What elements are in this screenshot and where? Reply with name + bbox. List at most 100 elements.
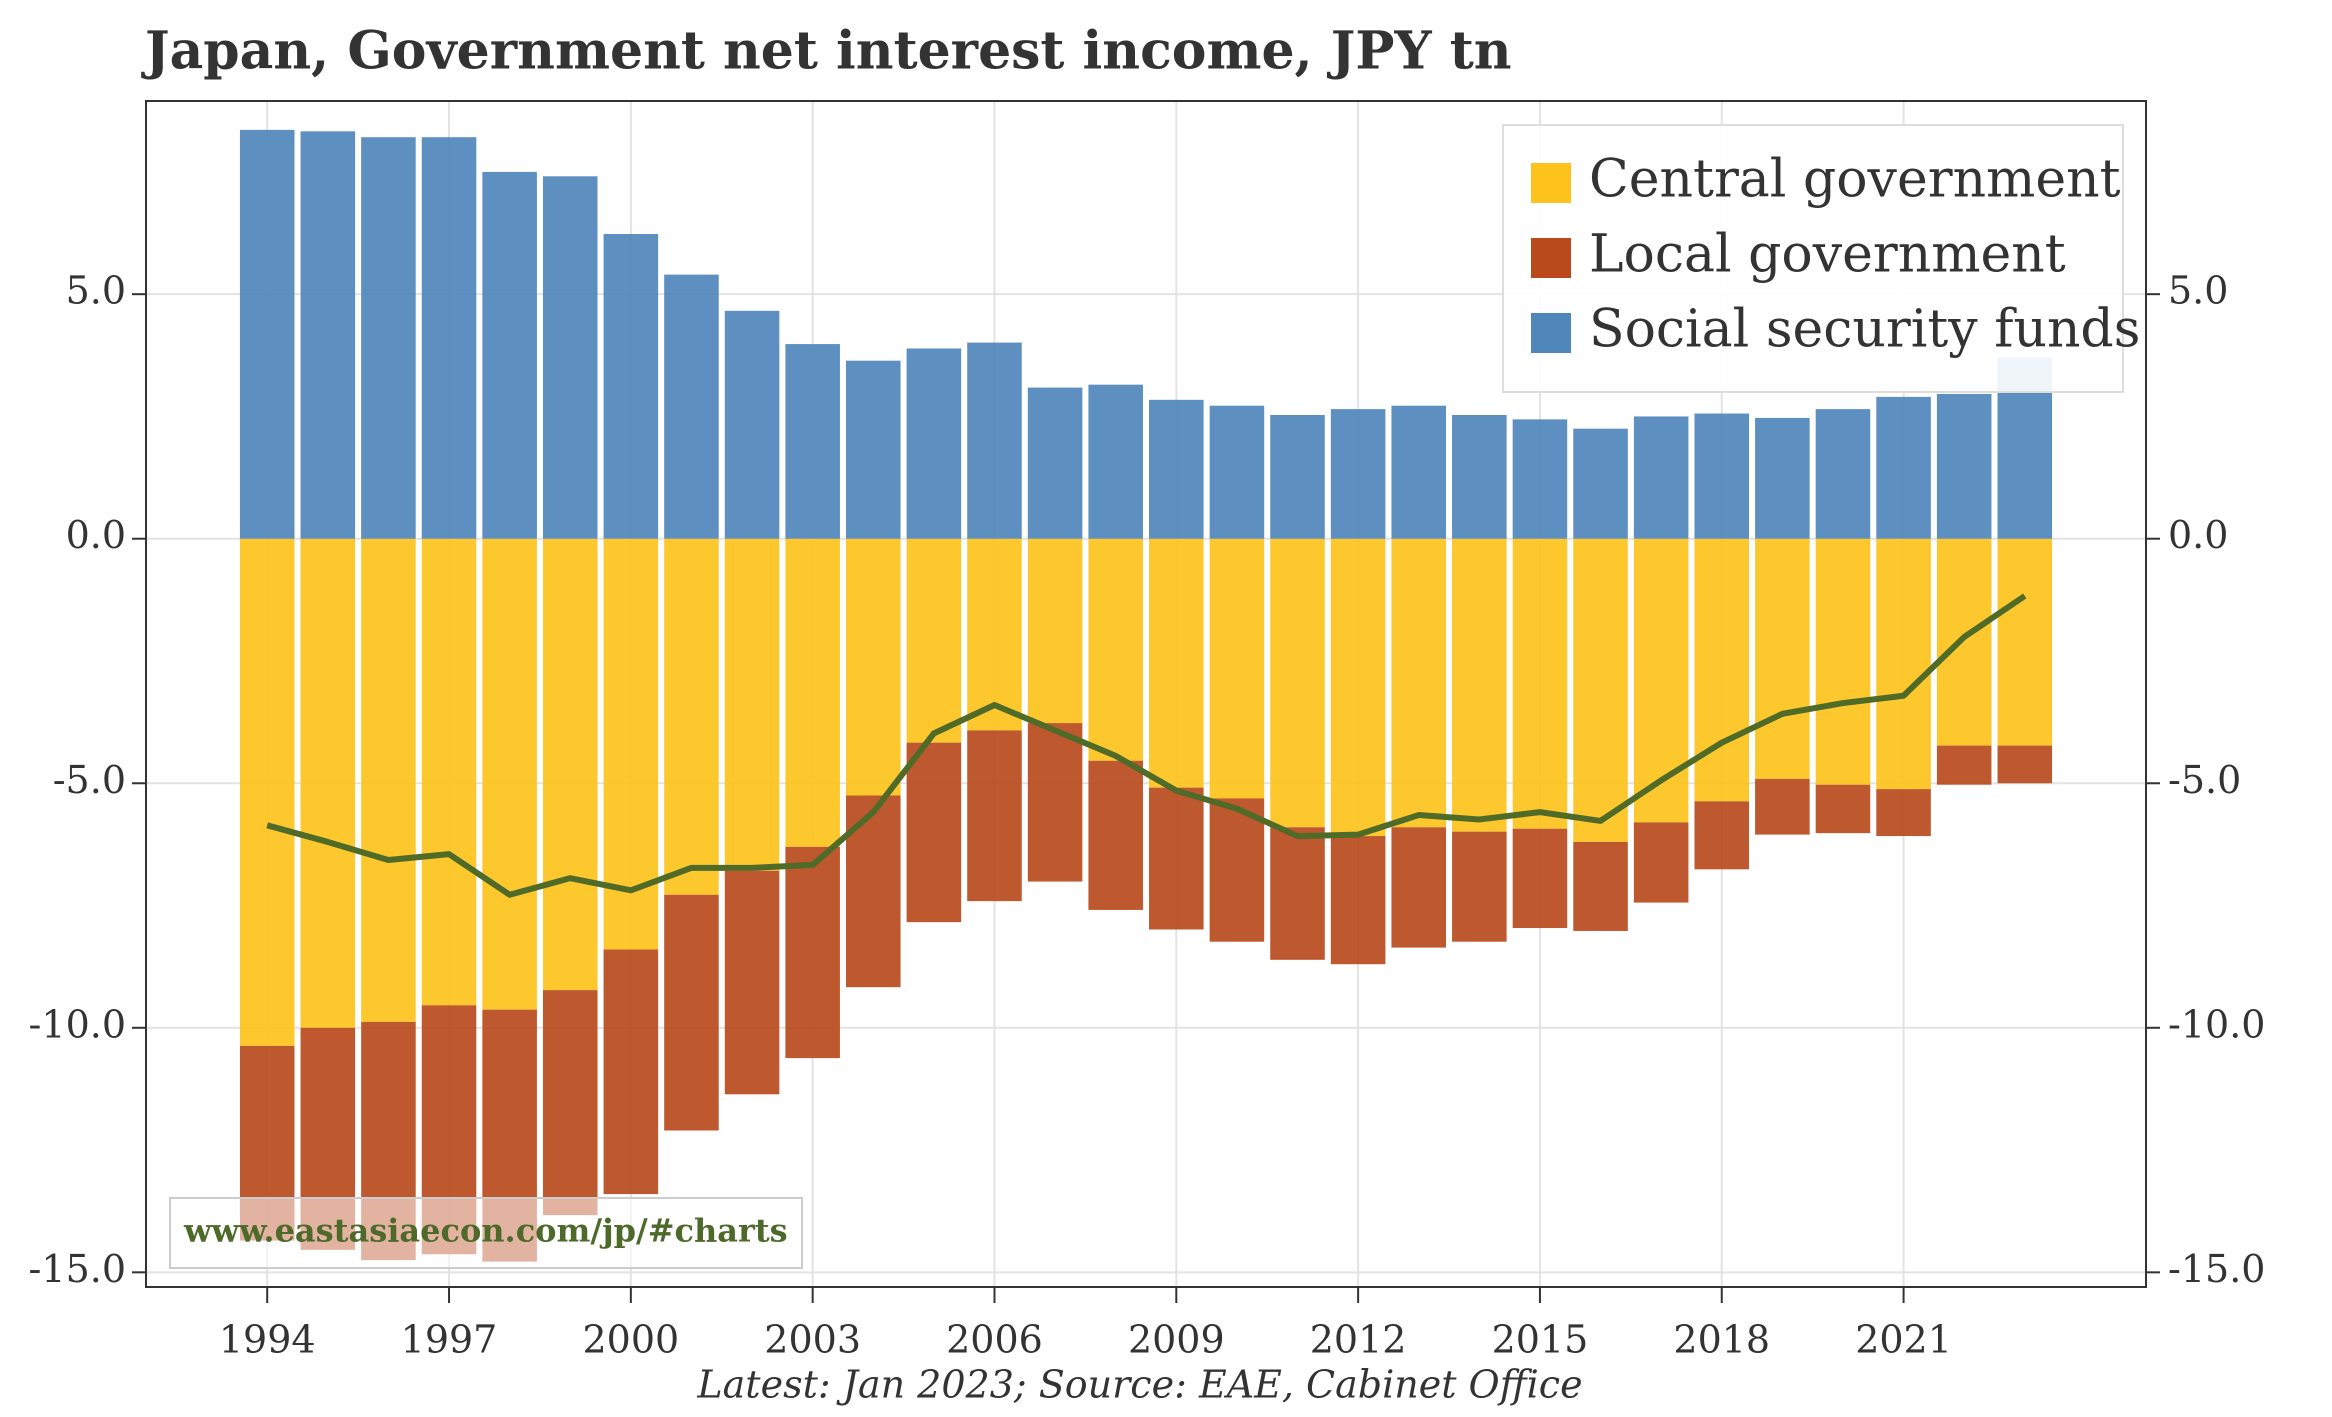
bar <box>724 870 780 1095</box>
bar <box>603 949 659 1195</box>
bar <box>1149 399 1204 539</box>
bar <box>1270 414 1325 539</box>
x-tick-label: 1997 <box>401 1318 498 1362</box>
bar <box>1633 538 1689 823</box>
y-tick-label: 5.0 <box>66 269 126 313</box>
legend-label: Central government <box>1589 150 2121 210</box>
bar <box>239 538 295 1046</box>
bar <box>1694 413 1750 539</box>
x-tick-label: 2012 <box>1310 1318 1407 1362</box>
bar <box>1209 538 1265 799</box>
bar <box>1876 789 1931 837</box>
bar <box>1391 405 1446 539</box>
bar <box>1633 416 1689 539</box>
bar <box>664 274 719 539</box>
bar <box>542 538 598 991</box>
bar <box>967 538 1022 731</box>
bar <box>1694 801 1750 870</box>
legend: Central government Local government Social… <box>1502 124 2140 393</box>
bar <box>603 234 659 539</box>
legend-label: Local government <box>1589 225 2066 285</box>
bar <box>1027 387 1083 539</box>
bar <box>1088 760 1143 910</box>
bar <box>1512 828 1568 929</box>
total-line <box>266 593 2027 898</box>
watermark-box <box>169 1197 803 1269</box>
bar <box>1391 538 1446 828</box>
bar <box>1027 538 1083 724</box>
axes-frame <box>145 100 2147 1288</box>
legend-swatch <box>1531 238 1571 278</box>
watermark: www.eastasiaecon.com/jp/#charts <box>169 1197 803 1269</box>
bar <box>1755 538 1810 779</box>
bar <box>1755 778 1810 835</box>
x-tick-label: 2015 <box>1492 1318 1589 1362</box>
bar <box>1815 784 1871 834</box>
bar <box>239 129 295 539</box>
bar <box>1452 831 1507 942</box>
caption: Latest: Jan 2023; Source: EAE, Cabinet O… <box>696 1363 1582 1407</box>
y-tick-label: -5.0 <box>53 758 126 802</box>
bar <box>542 176 598 539</box>
bar <box>1330 836 1386 965</box>
bar <box>785 344 840 539</box>
bar <box>421 137 477 539</box>
bar <box>1391 827 1446 948</box>
x-tick-label: 2018 <box>1673 1318 1770 1362</box>
bar <box>1330 409 1386 539</box>
bar <box>1815 538 1871 785</box>
bar <box>1452 414 1507 539</box>
legend-swatch <box>1531 313 1571 353</box>
bar <box>542 990 598 1216</box>
x-tick-label: 2021 <box>1855 1318 1952 1362</box>
bar <box>1633 822 1689 903</box>
bar <box>1270 538 1325 828</box>
bar <box>906 538 962 743</box>
x-tick-label: 2000 <box>582 1318 679 1362</box>
bar <box>361 137 416 539</box>
bar <box>1694 538 1750 802</box>
bar <box>846 538 901 796</box>
bar <box>1936 745 1992 785</box>
bar <box>1573 841 1628 931</box>
y-tick-label: 0.0 <box>66 513 126 557</box>
bar <box>967 730 1022 902</box>
bar <box>785 846 840 1059</box>
bar <box>1149 538 1204 788</box>
y-tick-label: -10.0 <box>29 1002 126 1046</box>
y2-tick-label: -5.0 <box>2168 758 2241 802</box>
bar <box>1997 538 2053 746</box>
legend-label: Social security funds <box>1589 300 2140 360</box>
bar <box>1088 538 1143 761</box>
bar <box>664 894 719 1131</box>
bar <box>421 538 477 1006</box>
bar <box>664 538 719 895</box>
bar <box>1755 417 1810 539</box>
bar <box>300 131 356 539</box>
bar <box>482 538 537 1010</box>
bar <box>1512 538 1568 829</box>
bar <box>1270 827 1325 960</box>
y2-tick-label: -10.0 <box>2168 1002 2265 1046</box>
bar <box>1209 798 1265 942</box>
legend-box <box>1502 124 2124 393</box>
y2-tick-label: 0.0 <box>2168 513 2228 557</box>
bar <box>1330 538 1386 837</box>
chart-title: Japan, Government net interest income, J… <box>141 21 1512 82</box>
bar <box>1209 405 1265 539</box>
x-tick-label: 2006 <box>946 1318 1043 1362</box>
bar <box>1027 723 1083 882</box>
x-tick-label: 2009 <box>1128 1318 1225 1362</box>
bar <box>906 348 962 539</box>
y2-tick-label: -15.0 <box>2168 1247 2265 1291</box>
bar <box>1936 538 1992 746</box>
bar <box>906 742 962 923</box>
bar <box>846 360 901 539</box>
x-tick-label: 2003 <box>764 1318 861 1362</box>
bar <box>1876 396 1931 539</box>
bar <box>1573 428 1628 539</box>
x-tick-label: 1994 <box>219 1318 316 1362</box>
bar <box>967 342 1022 539</box>
bar <box>361 538 416 1022</box>
bar <box>846 795 901 988</box>
